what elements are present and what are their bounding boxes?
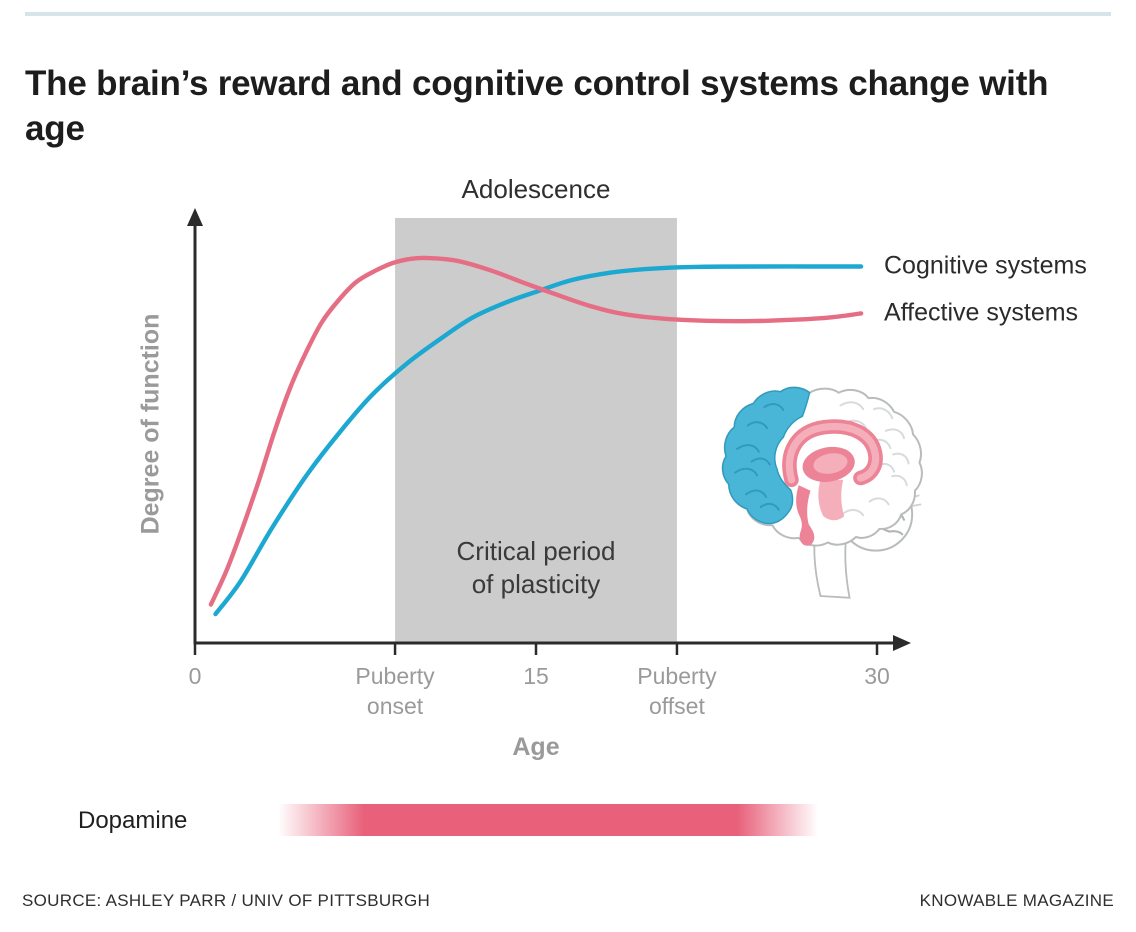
- legend-label-affective: Affective systems: [884, 298, 1079, 327]
- brain-hypothalamus-pituitary: [796, 485, 815, 546]
- accent-rule: [25, 12, 1111, 16]
- brain-corpus-callosum-inner: [785, 422, 880, 484]
- brain-thalamus-inner: [813, 453, 848, 474]
- x-axis-label: Age: [512, 733, 560, 761]
- brain-frontal-gyri: [734, 403, 785, 511]
- brain-illustration: [721, 386, 923, 599]
- series-line-cognitive: [213, 264, 864, 617]
- series-line-affective: [208, 255, 864, 607]
- x-axis-arrow: [893, 635, 911, 651]
- brain-limbic-highlight: [782, 419, 883, 546]
- source-credit: SOURCE: ASHLEY PARR / UNIV OF PITTSBURGH: [22, 891, 431, 910]
- brain-gyri-lines: [839, 401, 910, 517]
- y-axis-label: Degree of function: [136, 313, 165, 535]
- brain-frontal-highlight: [721, 386, 811, 525]
- adolescence-annotation: Adolescence: [461, 174, 611, 204]
- critical-period-annotation: Critical period of plasticity: [456, 536, 616, 599]
- brain-midbrain: [818, 479, 845, 521]
- y-axis-arrow: [187, 208, 203, 226]
- dopamine-gradient-bar: [277, 804, 818, 836]
- brand-credit: KNOWABLE MAGAZINE: [919, 891, 1114, 910]
- page-title: The brain’s reward and cognitive control…: [25, 64, 1049, 149]
- dopamine-label: Dopamine: [78, 807, 188, 834]
- legend-label-cognitive: Cognitive systems: [884, 251, 1087, 280]
